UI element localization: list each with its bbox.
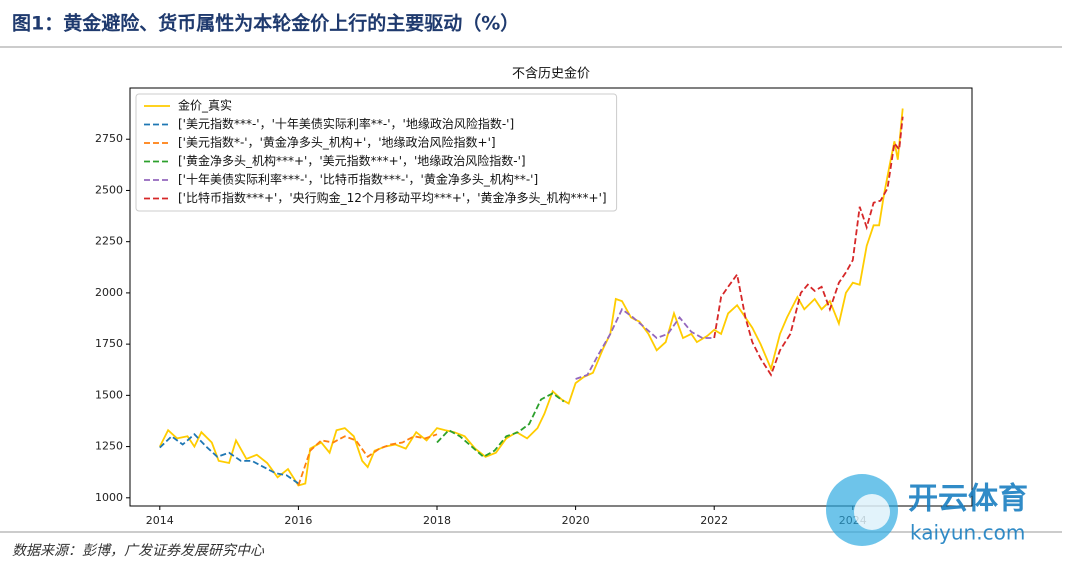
- chart-title: 不含历史金价: [512, 66, 590, 82]
- watermark-brand: 开云体育: [908, 482, 1028, 517]
- series-line: [297, 433, 438, 486]
- legend-label: ['美元指数***-'，'十年美债实际利率**-'，'地缘政治风险指数-']: [178, 116, 514, 131]
- legend-label: ['美元指数*-'，'黄金净多头_机构+'，'地缘政治风险指数+']: [178, 135, 496, 150]
- legend-label: ['比特币指数***+'，'央行购金_12个月移动平均***+'，'黄金净多头_…: [178, 190, 607, 205]
- legend-box: [135, 93, 618, 212]
- x-tick-label: 2016: [284, 514, 312, 527]
- series-line: [436, 392, 565, 458]
- x-tick-label: 2014: [146, 514, 174, 527]
- y-tick-label: 2750: [95, 132, 123, 145]
- x-tick-label: 2020: [562, 514, 590, 527]
- y-tick-label: 2250: [95, 235, 123, 248]
- legend-label: ['十年美债实际利率***-'，'比特币指数***-'，'黄金净多头_机构**-…: [178, 172, 538, 187]
- y-tick-label: 1250: [95, 440, 123, 453]
- watermark-site: kaiyun.com: [910, 521, 1025, 545]
- series-line: [575, 307, 715, 380]
- watermark-logo-ball: [854, 494, 890, 530]
- series-line: [159, 433, 299, 485]
- legend-label: 金价_真实: [178, 98, 232, 113]
- y-tick-label: 2500: [95, 183, 123, 196]
- y-tick-label: 2000: [95, 286, 123, 299]
- plot-frame: [129, 87, 973, 507]
- legend-label: ['黄金净多头_机构***+'，'美元指数***+'，'地缘政治风险指数-']: [178, 153, 526, 168]
- y-tick-label: 1500: [95, 388, 123, 401]
- y-tick-label: 1000: [95, 491, 123, 504]
- x-tick-label: 2022: [700, 514, 728, 527]
- y-tick-label: 1750: [95, 337, 123, 350]
- x-tick-label: 2018: [423, 514, 451, 527]
- watermark: 开云体育 kaiyun.com: [826, 474, 1028, 546]
- figure-title: 图1：黄金避险、货币属性为本轮金价上行的主要驱动（%）: [12, 12, 519, 35]
- series-line: [713, 116, 904, 377]
- plot: 1000 1250 1500 1750 2000 2250 2500 2750 2014 2016…: [95, 87, 973, 527]
- source-note: 数据来源：彭博，广发证券发展研究中心: [12, 543, 265, 559]
